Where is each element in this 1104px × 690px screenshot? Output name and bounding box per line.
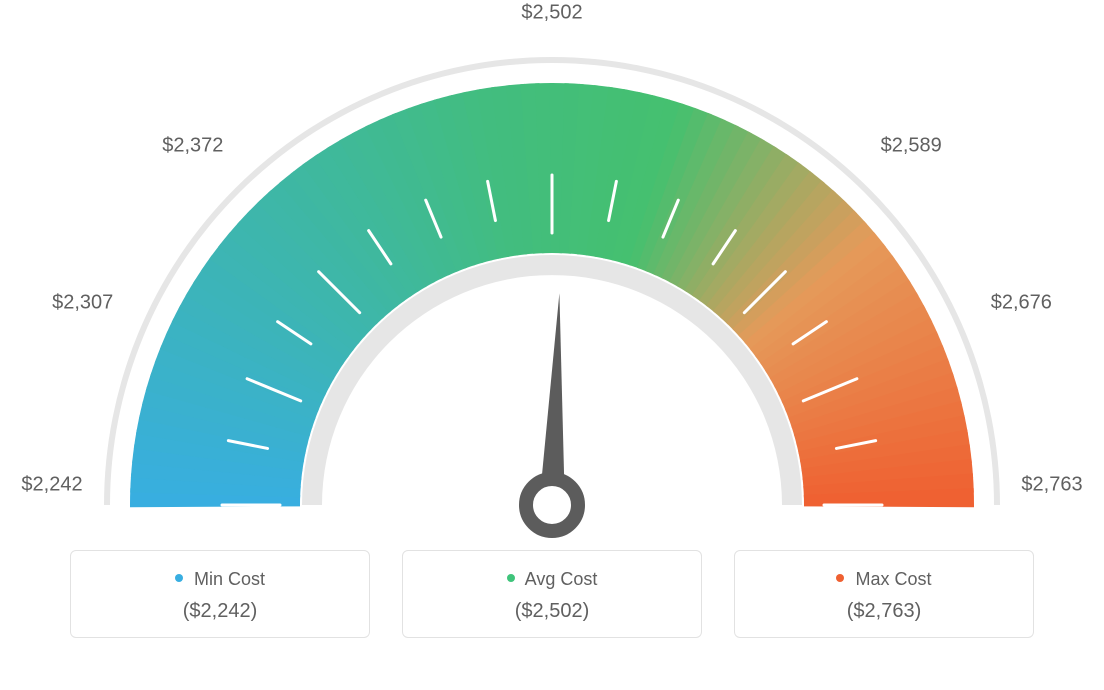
gauge-tick-label: $2,589 <box>881 134 942 157</box>
gauge-chart: $2,242 $2,307 $2,372 $2,502 $2,589 $2,676 $2,7… <box>0 0 1104 560</box>
legend-label-min: Min Cost <box>194 569 265 589</box>
legend-value-min: ($2,242) <box>81 600 359 623</box>
gauge-tick-label: $2,242 <box>21 474 82 497</box>
legend-dot-min <box>175 574 183 582</box>
gauge-tick-label: $2,763 <box>1021 474 1082 497</box>
legend-label-avg: Avg Cost <box>525 569 598 589</box>
legend-value-max: ($2,763) <box>745 600 1023 623</box>
legend-title-min: Min Cost <box>81 569 359 590</box>
legend-card-min: Min Cost ($2,242) <box>70 550 370 638</box>
gauge-tick-label: $2,676 <box>991 291 1052 314</box>
legend-card-avg: Avg Cost ($2,502) <box>402 550 702 638</box>
gauge-svg <box>0 0 1104 560</box>
legend-dot-avg <box>507 574 515 582</box>
legend-dot-max <box>836 574 844 582</box>
legend-label-max: Max Cost <box>855 569 931 589</box>
gauge-tick-label: $2,372 <box>162 134 223 157</box>
gauge-tick-label: $2,307 <box>52 291 113 314</box>
legend-row: Min Cost ($2,242) Avg Cost ($2,502) Max … <box>0 550 1104 638</box>
gauge-tick-label: $2,502 <box>521 2 582 25</box>
legend-title-max: Max Cost <box>745 569 1023 590</box>
legend-value-avg: ($2,502) <box>413 600 691 623</box>
legend-card-max: Max Cost ($2,763) <box>734 550 1034 638</box>
legend-title-avg: Avg Cost <box>413 569 691 590</box>
